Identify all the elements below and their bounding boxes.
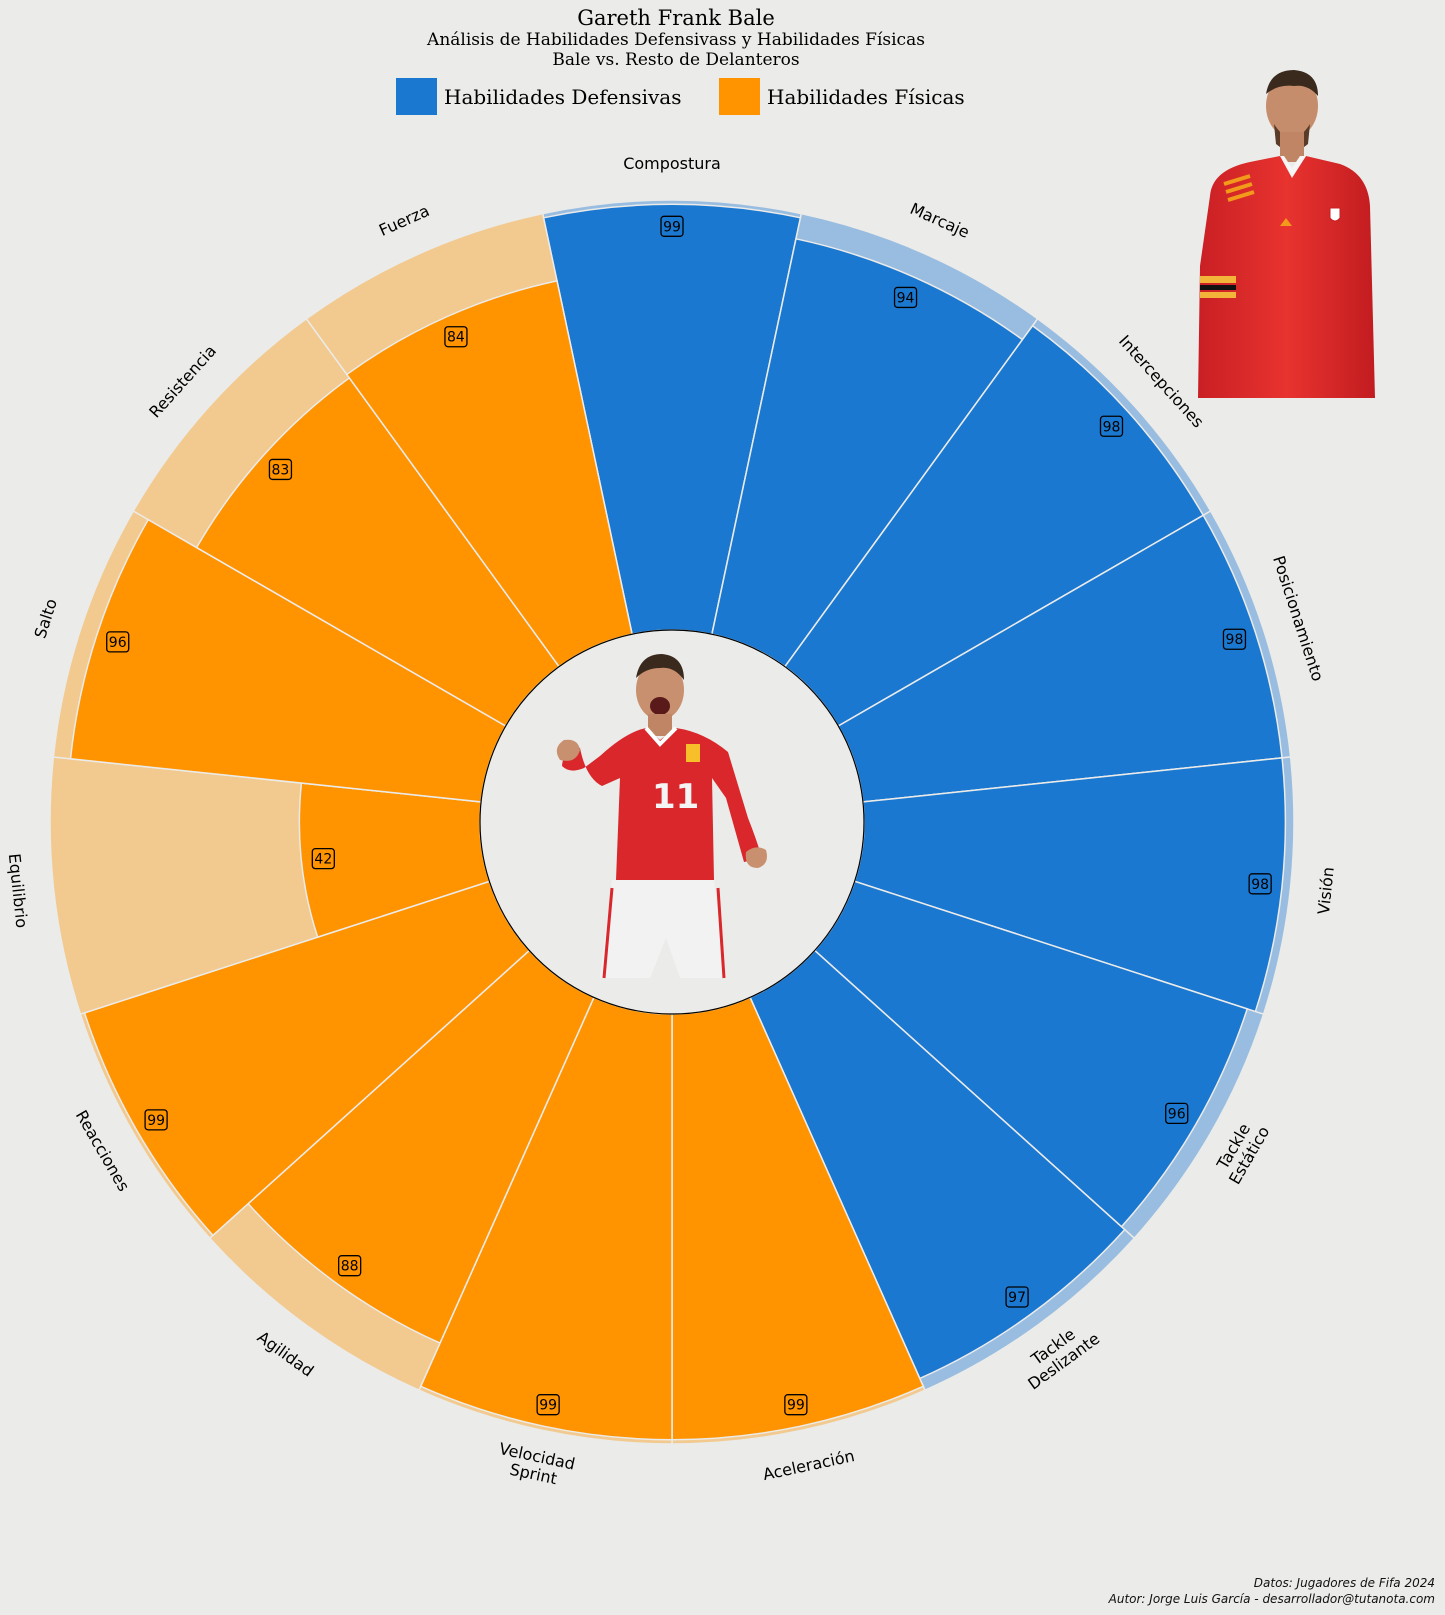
svg-text:83: 83 (272, 462, 290, 478)
value-label-compostura: 99 (660, 215, 684, 237)
value-label-aceleracion: 99 (784, 1394, 808, 1416)
legend-label-physical: Habilidades Físicas (767, 84, 965, 109)
value-label-fuerza: 84 (444, 326, 468, 348)
value-label-equilibrio: 42 (311, 847, 335, 870)
svg-text:99: 99 (539, 1398, 557, 1414)
value-label-intercepciones: 98 (1099, 415, 1124, 437)
chart-subtitle: Análisis de Habilidades Defensivass y Ha… (427, 30, 925, 50)
chart-subtitle-2: Bale vs. Resto de Delanteros (552, 50, 800, 70)
svg-text:99: 99 (787, 1398, 805, 1414)
category-label-compostura: Compostura (623, 154, 721, 173)
svg-text:11: 11 (652, 777, 699, 817)
player-center-image: 11 (556, 654, 767, 979)
value-label-resistencia: 83 (268, 458, 293, 481)
category-label-aceleracion: Aceleración (761, 1446, 856, 1484)
svg-text:99: 99 (663, 219, 681, 235)
category-label-marcaje: Marcaje (908, 199, 973, 242)
legend-swatch-physical (719, 78, 760, 115)
value-label-salto: 96 (106, 631, 130, 653)
legend-item-physical: Habilidades Físicas (719, 78, 965, 115)
value-label-tackle-estatico: 96 (1165, 1102, 1189, 1125)
category-label-fuerza: Fuerza (376, 200, 432, 239)
chart-title-block: Gareth Frank Bale Análisis de Habilidade… (0, 6, 1352, 70)
svg-text:98: 98 (1103, 419, 1121, 435)
svg-text:42: 42 (314, 852, 332, 868)
chart-title: Gareth Frank Bale (577, 6, 775, 30)
category-label-equilibrio: Equilibrio (5, 853, 32, 929)
credits-author: Autor: Jorge Luis García - desarrollador… (1108, 1592, 1435, 1606)
category-label-posicionamiento: Posicionamiento (1270, 553, 1328, 683)
category-label-salto: Salto (30, 596, 61, 640)
svg-text:99: 99 (147, 1113, 165, 1129)
credits-data-source: Datos: Jugadores de Fifa 2024 (1253, 1576, 1435, 1590)
category-label-reacciones: Reacciones (72, 1107, 134, 1195)
svg-text:98: 98 (1226, 632, 1244, 648)
value-label-velocidad-sprint: 99 (536, 1394, 560, 1416)
value-label-tackle-deslizante: 97 (1005, 1286, 1029, 1308)
svg-text:94: 94 (897, 290, 915, 306)
value-label-agilidad: 88 (338, 1255, 362, 1277)
svg-text:96: 96 (1168, 1106, 1186, 1122)
svg-text:88: 88 (341, 1259, 359, 1275)
value-label-posicionamiento: 98 (1222, 628, 1247, 650)
category-label-agilidad: Agilidad (254, 1327, 317, 1380)
category-label-tackle-estatico: TackleEstático (1209, 1114, 1273, 1188)
svg-text:97: 97 (1008, 1290, 1026, 1306)
category-label-velocidad-sprint: VelocidadSprint (494, 1439, 577, 1491)
legend-label-defensive: Habilidades Defensivas (444, 84, 682, 109)
value-label-reacciones: 99 (144, 1109, 168, 1131)
svg-text:96: 96 (109, 635, 127, 651)
svg-text:98: 98 (1251, 877, 1269, 893)
legend-item-defensive: Habilidades Defensivas (396, 78, 681, 115)
value-label-vision: 98 (1248, 873, 1272, 895)
credits: Datos: Jugadores de Fifa 2024 Autor: Jor… (1109, 1575, 1435, 1607)
category-label-vision: Visión (1313, 866, 1337, 915)
svg-text:84: 84 (447, 330, 465, 346)
value-label-marcaje: 94 (893, 286, 918, 309)
legend-swatch-defensive (396, 78, 437, 115)
player-portrait-image (1198, 70, 1375, 398)
